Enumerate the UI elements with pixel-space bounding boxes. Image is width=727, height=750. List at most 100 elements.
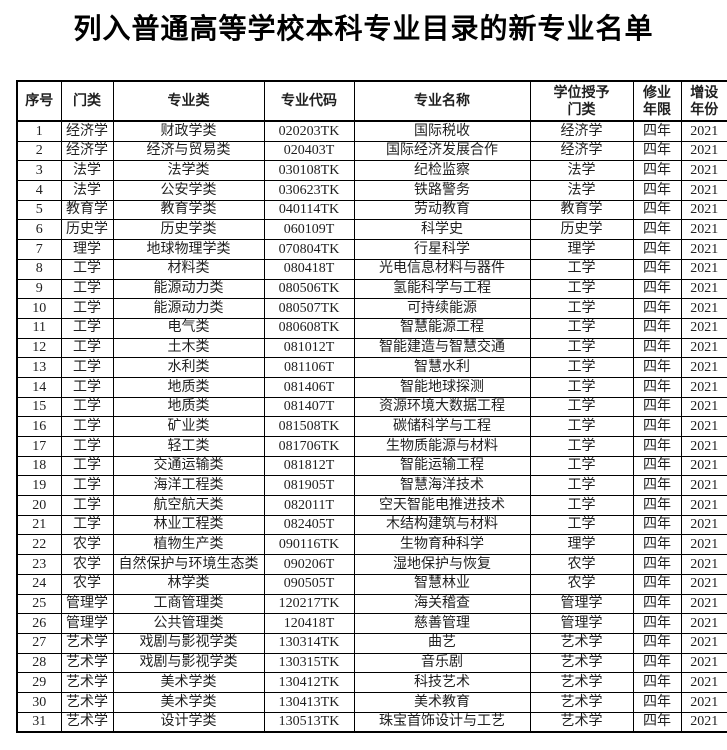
category-cell: 工学 (60, 475, 114, 497)
category-cell: 管理学 (60, 613, 114, 634)
degree-category-cell: 理学 (529, 534, 634, 556)
duration-cell: 四年 (632, 613, 682, 634)
year-added-cell: 2021 (680, 258, 727, 280)
major-name-cell: 光电信息材料与器件 (353, 258, 531, 280)
major-name-cell: 音乐剧 (353, 652, 531, 674)
index-cell: 31 (16, 711, 62, 733)
duration-cell: 四年 (632, 455, 682, 477)
index-cell: 7 (16, 239, 62, 260)
index-cell: 13 (16, 357, 62, 378)
degree-category-cell: 农学 (529, 573, 634, 595)
table-row: 14 工学 地质类 081406T 智能地球探测 工学 四年 2021 (16, 376, 727, 398)
duration-cell: 四年 (632, 219, 682, 241)
column-header-major-code: 专业代码 (263, 80, 355, 122)
degree-category-cell: 工学 (529, 258, 634, 280)
table-row: 23 农学 自然保护与环境生态类 090206T 湿地保护与恢复 农学 四年 2021 (16, 554, 727, 575)
major-name-cell: 生物育种科学 (353, 534, 531, 556)
major-name-cell: 氢能科学与工程 (353, 278, 531, 300)
table-row: 21 工学 林业工程类 082405T 木结构建筑与材料 工学 四年 2021 (16, 514, 727, 536)
category-cell: 管理学 (60, 593, 114, 615)
category-cell: 工学 (60, 357, 114, 378)
table-row: 2 经济学 经济与贸易类 020403T 国际经济发展合作 经济学 四年 2021 (16, 140, 727, 162)
table-row: 16 工学 矿业类 081508TK 碳储科学与工程 工学 四年 2021 (16, 416, 727, 437)
major-class-cell: 植物生产类 (112, 534, 265, 556)
major-code-cell: 082011T (263, 495, 355, 516)
year-added-cell: 2021 (680, 613, 727, 634)
degree-category-cell: 法学 (529, 160, 634, 182)
degree-category-cell: 工学 (529, 416, 634, 437)
major-class-cell: 自然保护与环境生态类 (112, 554, 265, 575)
column-header-degree-category: 学位授予 门类 (529, 80, 634, 122)
year-added-cell: 2021 (680, 120, 727, 142)
major-name-cell: 劳动教育 (353, 199, 531, 221)
major-code-cell: 081508TK (263, 416, 355, 437)
major-class-cell: 公安学类 (112, 180, 265, 201)
index-cell: 16 (16, 416, 62, 437)
index-cell: 2 (16, 140, 62, 162)
table-row: 10 工学 能源动力类 080507TK 可持续能源 工学 四年 2021 (16, 298, 727, 319)
category-cell: 经济学 (60, 120, 114, 142)
major-code-cell: 120418T (263, 613, 355, 634)
column-header-major-class: 专业类 (112, 80, 265, 122)
major-code-cell: 120217TK (263, 593, 355, 615)
major-name-cell: 资源环境大数据工程 (353, 396, 531, 418)
major-name-cell: 智慧能源工程 (353, 317, 531, 339)
year-added-cell: 2021 (680, 219, 727, 241)
year-added-cell: 2021 (680, 199, 727, 221)
major-code-cell: 030623TK (263, 180, 355, 201)
category-cell: 法学 (60, 160, 114, 182)
year-added-cell: 2021 (680, 337, 727, 359)
index-cell: 1 (16, 120, 62, 142)
degree-category-cell: 管理学 (529, 593, 634, 615)
column-header-year-added: 增设 年份 (680, 80, 727, 122)
index-cell: 5 (16, 199, 62, 221)
index-cell: 21 (16, 514, 62, 536)
year-added-cell: 2021 (680, 495, 727, 516)
table-row: 19 工学 海洋工程类 081905T 智慧海洋技术 工学 四年 2021 (16, 475, 727, 497)
index-cell: 6 (16, 219, 62, 241)
table-row: 9 工学 能源动力类 080506TK 氢能科学与工程 工学 四年 2021 (16, 278, 727, 300)
degree-category-cell: 工学 (529, 376, 634, 398)
index-cell: 11 (16, 317, 62, 339)
table-header-row: 序号 门类 专业类 专业代码 专业名称 学位授予 门类 修业 年限 增设 年份 (16, 80, 727, 122)
index-cell: 17 (16, 436, 62, 457)
major-class-cell: 能源动力类 (112, 298, 265, 319)
major-class-cell: 地质类 (112, 376, 265, 398)
duration-cell: 四年 (632, 199, 682, 221)
major-code-cell: 070804TK (263, 239, 355, 260)
category-cell: 艺术学 (60, 652, 114, 674)
index-cell: 25 (16, 593, 62, 615)
year-added-cell: 2021 (680, 514, 727, 536)
column-header-category: 门类 (60, 80, 114, 122)
duration-cell: 四年 (632, 514, 682, 536)
table-row: 20 工学 航空航天类 082011T 空天智能电推进技术 工学 四年 2021 (16, 495, 727, 516)
duration-cell: 四年 (632, 672, 682, 693)
year-added-cell: 2021 (680, 475, 727, 497)
table-body: 1 经济学 财政学类 020203TK 国际税收 经济学 四年 2021 2 经济学 经济与贸易类 0… (16, 120, 727, 733)
duration-cell: 四年 (632, 691, 682, 713)
year-added-cell: 2021 (680, 357, 727, 378)
year-added-cell: 2021 (680, 376, 727, 398)
major-class-cell: 海洋工程类 (112, 475, 265, 497)
major-class-cell: 美术学类 (112, 672, 265, 693)
major-name-cell: 曲艺 (353, 632, 531, 654)
major-code-cell: 081106T (263, 357, 355, 378)
duration-cell: 四年 (632, 396, 682, 418)
degree-category-cell: 艺术学 (529, 691, 634, 713)
major-code-cell: 130513TK (263, 711, 355, 733)
major-code-cell: 080507TK (263, 298, 355, 319)
index-cell: 28 (16, 652, 62, 674)
major-class-cell: 法学类 (112, 160, 265, 182)
category-cell: 农学 (60, 573, 114, 595)
major-code-cell: 090116TK (263, 534, 355, 556)
duration-cell: 四年 (632, 317, 682, 339)
index-cell: 22 (16, 534, 62, 556)
major-code-cell: 130315TK (263, 652, 355, 674)
major-code-cell: 090206T (263, 554, 355, 575)
major-class-cell: 轻工类 (112, 436, 265, 457)
major-class-cell: 能源动力类 (112, 278, 265, 300)
duration-cell: 四年 (632, 140, 682, 162)
major-code-cell: 080418T (263, 258, 355, 280)
major-class-cell: 历史学类 (112, 219, 265, 241)
major-code-cell: 060109T (263, 219, 355, 241)
